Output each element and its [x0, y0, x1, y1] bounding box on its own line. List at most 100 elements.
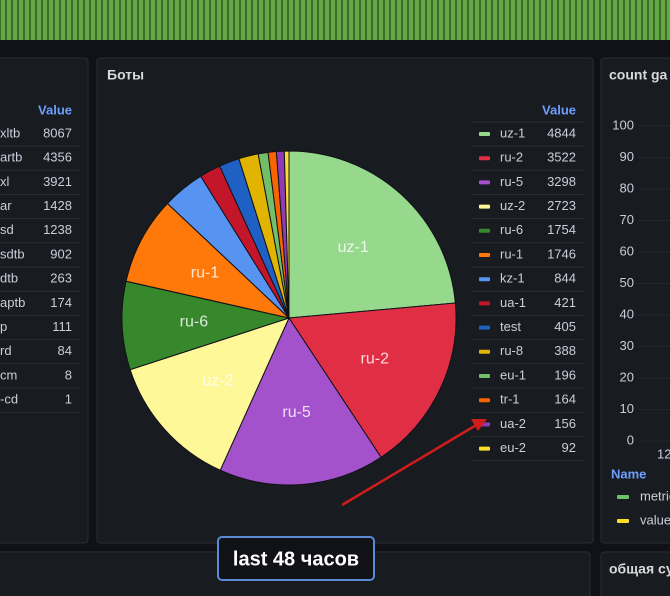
slice-label: ru-5: [282, 404, 311, 421]
legend-name: uz-2: [500, 198, 525, 213]
annotation: last 48 часов: [233, 548, 359, 570]
row-value: 1: [65, 392, 72, 407]
row-name: ar: [0, 198, 12, 213]
legend-name: ru-2: [500, 150, 523, 165]
y-tick-label: 80: [620, 180, 634, 195]
legend-name: ua-2: [500, 416, 526, 431]
legend-swatch: [479, 204, 490, 209]
legend-swatch: [479, 132, 490, 136]
slice-label: ru-1: [191, 265, 220, 282]
y-tick-label: 20: [620, 369, 634, 384]
legend-name: kz-1: [500, 271, 525, 286]
slice-label: ru-2: [361, 350, 390, 367]
pie-slice: [121, 280, 291, 371]
content: xltb 8067 artb 4356 xl 3921 ar 1428 sd 1238 sdtb 90…: [0, 117, 670, 527]
legend-name: ru-5: [500, 174, 523, 189]
legend-swatch: [479, 180, 490, 185]
legend-name: ua-1: [500, 295, 526, 310]
row-name: sd: [0, 222, 14, 237]
row-value: 1428: [43, 198, 72, 213]
y-tick-label: 50: [620, 275, 634, 290]
row-value: 8067: [43, 125, 72, 140]
legend-value: 196: [554, 367, 576, 382]
row-name: cm: [0, 367, 17, 382]
row-name: sdtb: [0, 246, 25, 261]
legend-value: 405: [554, 319, 576, 334]
legend-value: 2723: [547, 198, 576, 213]
legend-swatch: [479, 277, 490, 282]
legend-name: eu-2: [500, 440, 526, 455]
row-value: 1238: [43, 222, 72, 237]
arrow: [341, 422, 479, 507]
legend-value: 421: [554, 295, 576, 310]
arrow-head: [471, 419, 487, 431]
row-value: 174: [50, 295, 72, 310]
panel-bottom-right: [600, 551, 670, 596]
row-value: 902: [50, 246, 72, 261]
legend-value: 3522: [547, 150, 576, 165]
legend-name: tr-1: [500, 392, 520, 407]
y-tick-label: 100: [612, 117, 634, 132]
legend-value: 1754: [547, 222, 576, 237]
row-name: rd: [0, 343, 12, 358]
pie-slice: [283, 150, 290, 319]
legend-swatch: [479, 325, 490, 330]
legend-swatch: [479, 301, 490, 306]
legend-header: Value: [542, 102, 576, 117]
legend-name: test: [500, 319, 521, 334]
legend-swatch: [479, 228, 490, 233]
legend-value: 164: [554, 392, 576, 407]
slice-label: uz-2: [203, 373, 234, 390]
legend-swatch: [479, 156, 490, 161]
y-tick-label: 30: [620, 338, 634, 353]
legend-swatch: [479, 349, 490, 354]
legend-value: 4844: [547, 125, 576, 140]
y-tick-label: 60: [620, 243, 634, 258]
row-name: xl: [0, 174, 10, 189]
row-name: -cd: [0, 392, 18, 407]
pie-slice: [288, 150, 456, 319]
legend-swatch: [617, 519, 629, 523]
y-tick-label: 70: [620, 212, 634, 227]
row-name: artb: [0, 150, 22, 165]
row-name: aptb: [0, 295, 25, 310]
row-value: 3921: [43, 174, 72, 189]
y-tick-label: 40: [620, 306, 634, 321]
row-name: dtb: [0, 271, 18, 286]
y-tick-label: 90: [620, 149, 634, 164]
row-value: 111: [52, 319, 72, 334]
legend-header: Name: [611, 466, 646, 481]
row-value: 4356: [43, 150, 72, 165]
legend-swatch: [617, 495, 629, 499]
legend-name: metric: [640, 488, 670, 503]
legend-swatch: [479, 253, 490, 257]
panel-left: [0, 57, 89, 544]
x-tick-label: 12: [657, 446, 670, 461]
legend-swatch: [479, 446, 490, 451]
row-value: 84: [58, 343, 72, 358]
table-header: Value: [38, 102, 72, 117]
row-name: xltb: [0, 125, 20, 140]
pie-slice: [125, 202, 291, 319]
panel-title: Боты: [107, 67, 144, 83]
legend-value: 92: [562, 440, 576, 455]
panel-title: count ga: [609, 67, 668, 83]
legend-name: value: [640, 512, 670, 527]
annotation-box: [217, 536, 375, 581]
legend-name: uz-1: [500, 125, 525, 140]
pie-slice: [219, 316, 382, 486]
panel-title: общая су: [609, 561, 670, 577]
legend-value: 3298: [547, 174, 576, 189]
legend-name: ru-8: [500, 343, 523, 358]
pie-slice: [129, 317, 290, 471]
y-tick-label: 10: [620, 401, 634, 416]
row-name: p: [0, 319, 7, 334]
legend-swatch: [479, 374, 490, 378]
y-tick-label: 0: [627, 432, 634, 447]
slice-label: ru-6: [180, 314, 209, 331]
slice-label: uz-1: [338, 239, 369, 256]
row-value: 263: [50, 271, 72, 286]
legend-value: 156: [554, 416, 576, 431]
legend-value: 844: [554, 271, 576, 286]
